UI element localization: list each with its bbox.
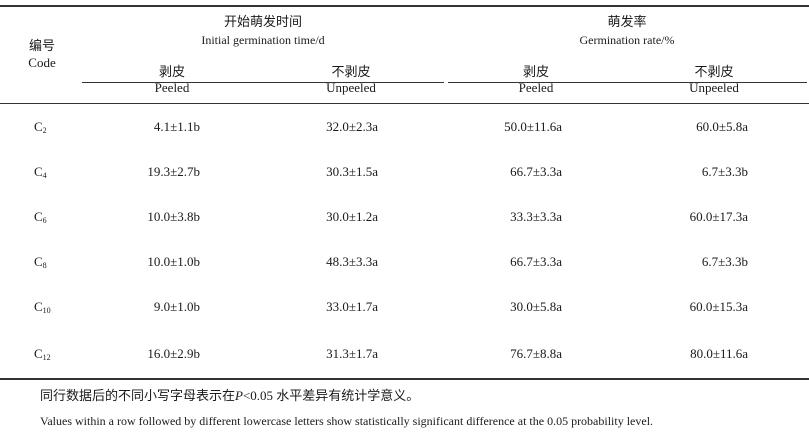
cell-rate-peeled: 30.0±5.8a — [510, 299, 562, 314]
header-rate-unpeeled-zh: 不剥皮 — [694, 64, 734, 79]
code-letter: C — [34, 346, 43, 361]
header-group2-zh: 萌发率 — [607, 14, 647, 29]
row-code: C12 — [34, 346, 51, 366]
row-code: C4 — [34, 164, 47, 184]
code-subscript: 12 — [42, 353, 51, 362]
cell-time-unpeeled: 30.3±1.5a — [326, 164, 378, 179]
header-group1-en: Initial germination time/d — [201, 33, 325, 47]
cell-time-peeled: 4.1±1.1b — [153, 119, 200, 134]
code-subscript: 10 — [42, 306, 51, 315]
code-subscript: 6 — [42, 216, 47, 225]
header-rate-unpeeled-en: Unpeeled — [689, 80, 739, 95]
cell-rate-unpeeled: 6.7±3.3b — [701, 254, 748, 269]
cell-rate-unpeeled: 6.7±3.3b — [701, 164, 748, 179]
code-letter: C — [34, 209, 43, 224]
row-code: C8 — [34, 254, 47, 274]
bottom-rule — [0, 378, 809, 380]
cell-rate-peeled: 76.7±8.8a — [510, 346, 562, 361]
cell-time-peeled: 9.0±1.0b — [153, 299, 200, 314]
header-bottom-rule — [0, 103, 809, 104]
cell-time-unpeeled: 31.3±1.7a — [326, 346, 378, 361]
row-code: C10 — [34, 299, 51, 319]
cell-rate-peeled: 33.3±3.3a — [510, 209, 562, 224]
row-code: C6 — [34, 209, 47, 229]
note-en: Values within a row followed by differen… — [40, 414, 654, 428]
header-group2-en: Germination rate/% — [579, 33, 675, 47]
group1-rule — [82, 82, 444, 83]
code-subscript: 4 — [42, 171, 47, 180]
cell-rate-unpeeled: 60.0±15.3a — [689, 299, 748, 314]
header-code-en: Code — [28, 55, 56, 70]
row-code: C2 — [34, 119, 47, 139]
code-letter: C — [34, 299, 43, 314]
note-zh-before: 同行数据后的不同小写字母表示在 — [40, 388, 236, 403]
code-letter: C — [34, 164, 43, 179]
cell-rate-peeled: 50.0±11.6a — [504, 119, 562, 134]
cell-time-unpeeled: 30.0±1.2a — [326, 209, 378, 224]
cell-time-peeled: 10.0±1.0b — [147, 254, 200, 269]
cell-rate-unpeeled: 80.0±11.6a — [690, 346, 748, 361]
header-group1-zh: 开始萌发时间 — [223, 14, 303, 29]
header-rate-peeled-en: Peeled — [518, 80, 554, 95]
code-subscript: 2 — [42, 126, 47, 135]
cell-rate-peeled: 66.7±3.3a — [510, 164, 562, 179]
cell-time-peeled: 10.0±3.8b — [147, 209, 200, 224]
header-time-unpeeled-zh: 不剥皮 — [331, 64, 371, 79]
cell-time-peeled: 19.3±2.7b — [147, 164, 200, 179]
code-letter: C — [34, 254, 43, 269]
note-zh-after: <0.05 水平差异有统计学意义。 — [242, 388, 420, 403]
note-zh: 同行数据后的不同小写字母表示在P<0.05 水平差异有统计学意义。 — [40, 388, 419, 404]
top-rule — [0, 5, 809, 7]
header-time-peeled-en: Peeled — [154, 80, 190, 95]
cell-time-peeled: 16.0±2.9b — [147, 346, 200, 361]
cell-rate-unpeeled: 60.0±17.3a — [689, 209, 748, 224]
group2-rule — [448, 82, 807, 83]
cell-time-unpeeled: 33.0±1.7a — [326, 299, 378, 314]
header-time-peeled-zh: 剥皮 — [158, 64, 186, 79]
code-letter: C — [34, 119, 43, 134]
header-time-unpeeled-en: Unpeeled — [326, 80, 376, 95]
header-code-zh: 编号 — [28, 38, 56, 53]
cell-rate-peeled: 66.7±3.3a — [510, 254, 562, 269]
cell-rate-unpeeled: 60.0±5.8a — [696, 119, 748, 134]
code-subscript: 8 — [42, 261, 47, 270]
cell-time-unpeeled: 48.3±3.3a — [326, 254, 378, 269]
header-rate-peeled-zh: 剥皮 — [522, 64, 550, 79]
note-zh-p: P — [235, 388, 243, 403]
cell-time-unpeeled: 32.0±2.3a — [326, 119, 378, 134]
